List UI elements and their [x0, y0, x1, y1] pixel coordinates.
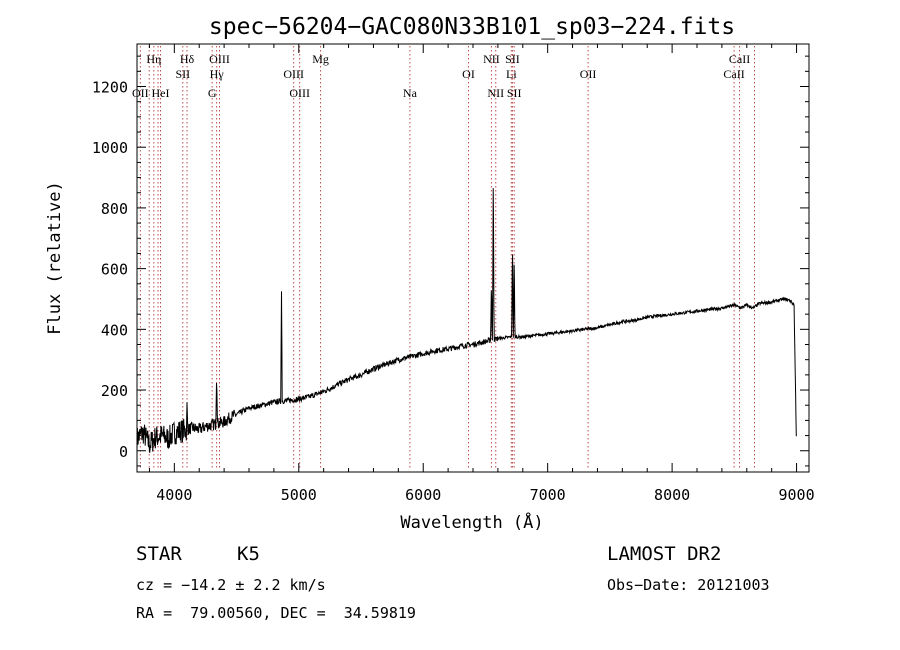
plot-frame — [136, 43, 810, 473]
sky-coordinates: RA = 79.00560, DEC = 34.59819 — [136, 604, 416, 622]
line-marker-label: SII — [175, 67, 190, 81]
emission-line-labels: OIIHηHeISIIHδGHγOIIIOIIIOIIIMgNaOINIINII… — [132, 52, 750, 100]
line-marker-label: Na — [403, 86, 418, 100]
line-marker-label: CaII — [729, 52, 750, 66]
y-tick-label: 600 — [101, 261, 128, 279]
spectral-subclass: K5 — [237, 543, 260, 565]
line-marker-label: Mg — [312, 52, 329, 66]
line-marker-label: SII — [505, 52, 520, 66]
line-marker-label: HeI — [152, 86, 170, 100]
y-tick-label: 0 — [119, 443, 128, 461]
line-marker-label: SII — [507, 86, 522, 100]
line-marker-label: OIII — [209, 52, 230, 66]
line-marker-label: OIII — [289, 86, 310, 100]
line-marker-label: OII — [580, 67, 597, 81]
y-tick-label: 400 — [101, 321, 128, 339]
chart-title: spec−56204−GAC080N33B101_sp03−224.fits — [209, 14, 735, 40]
line-marker-label: Hγ — [210, 67, 225, 81]
observation-date: Obs−Date: 20121003 — [607, 576, 770, 594]
line-marker-label: OIII — [283, 67, 304, 81]
x-tick-label: 7000 — [530, 486, 566, 504]
y-axis-label: Flux (relative) — [45, 181, 65, 335]
x-axis-label: Wavelength (Å) — [400, 511, 543, 533]
line-marker-label: Hδ — [180, 52, 195, 66]
survey-name: LAMOST DR2 — [607, 543, 722, 565]
redshift-value: cz = −14.2 ± 2.2 km/s — [136, 576, 326, 594]
y-tick-label: 200 — [101, 382, 128, 400]
line-marker-label: Li — [506, 67, 517, 81]
x-tick-label: 4000 — [156, 486, 192, 504]
x-tick-label: 6000 — [405, 486, 441, 504]
y-tick-label: 800 — [101, 200, 128, 218]
line-marker-label: OII — [132, 86, 149, 100]
y-axis-ticks: 0 200 400 600 800 1000 1200 — [92, 55, 809, 467]
x-axis-ticks: 4000 5000 6000 7000 8000 9000 — [148, 44, 815, 504]
x-tick-label: 8000 — [654, 486, 690, 504]
line-marker-label: OI — [462, 67, 475, 81]
line-marker-label: Hη — [146, 52, 161, 66]
x-tick-label: 9000 — [778, 486, 814, 504]
line-marker-label: CaII — [723, 67, 744, 81]
line-marker-label: NII — [483, 52, 500, 66]
spectrum-line — [136, 188, 797, 453]
object-class: STAR — [136, 543, 182, 565]
y-tick-label: 1200 — [92, 78, 128, 96]
y-tick-label: 1000 — [92, 139, 128, 157]
emission-line-markers — [139, 46, 755, 470]
line-marker-label: NII — [487, 86, 504, 100]
x-tick-label: 5000 — [281, 486, 317, 504]
line-marker-label: G — [208, 86, 217, 100]
